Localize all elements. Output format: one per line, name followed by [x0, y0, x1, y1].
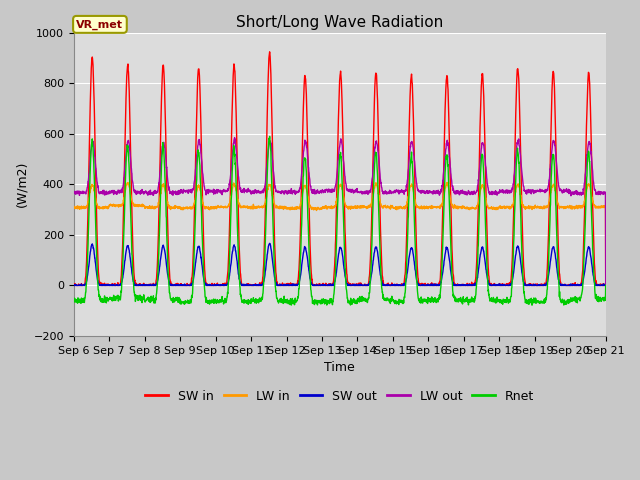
LW in: [355, 204, 363, 210]
SW out: [70, 283, 78, 288]
SW out: [218, 282, 226, 288]
LW in: [602, 283, 609, 288]
LW out: [367, 187, 374, 192]
LW out: [355, 189, 363, 195]
Line: LW in: LW in: [74, 182, 605, 286]
Y-axis label: (W/m2): (W/m2): [15, 161, 28, 207]
SW in: [70, 282, 77, 288]
SW out: [355, 281, 363, 287]
Rnet: [218, 294, 226, 300]
Rnet: [570, 296, 578, 301]
Rnet: [528, 302, 536, 308]
LW out: [218, 192, 226, 198]
Rnet: [266, 133, 273, 139]
Legend: SW in, LW in, SW out, LW out, Rnet: SW in, LW in, SW out, LW out, Rnet: [141, 385, 539, 408]
Rnet: [367, 273, 374, 278]
SW out: [367, 275, 375, 280]
SW in: [218, 281, 226, 287]
SW in: [602, 282, 609, 288]
Text: VR_met: VR_met: [76, 19, 124, 30]
LW out: [231, 135, 239, 141]
LW in: [555, 203, 563, 209]
Title: Short/Long Wave Radiation: Short/Long Wave Radiation: [236, 15, 444, 30]
Rnet: [70, 298, 77, 303]
LW in: [70, 204, 77, 210]
SW in: [355, 283, 363, 288]
LW out: [495, 189, 502, 195]
Line: Rnet: Rnet: [74, 136, 605, 305]
SW out: [556, 280, 563, 286]
LW out: [70, 190, 77, 195]
Rnet: [602, 282, 609, 288]
LW out: [570, 189, 577, 195]
Rnet: [556, 285, 563, 291]
Line: SW out: SW out: [74, 243, 605, 286]
LW out: [602, 283, 609, 288]
SW in: [367, 243, 375, 249]
SW in: [495, 283, 502, 288]
SW out: [570, 282, 578, 288]
LW in: [367, 202, 374, 207]
Rnet: [495, 298, 502, 304]
Line: SW in: SW in: [74, 52, 605, 286]
X-axis label: Time: Time: [324, 361, 355, 374]
LW in: [495, 204, 502, 210]
Rnet: [355, 297, 363, 303]
SW out: [602, 282, 609, 288]
LW in: [443, 180, 451, 185]
LW in: [570, 204, 577, 210]
LW out: [555, 184, 563, 190]
SW out: [495, 281, 502, 287]
SW in: [556, 263, 563, 269]
SW out: [266, 240, 273, 246]
SW out: [70, 282, 77, 288]
LW in: [218, 204, 226, 209]
SW in: [266, 49, 273, 55]
Line: LW out: LW out: [74, 138, 605, 286]
SW in: [570, 282, 578, 288]
SW in: [70, 283, 78, 288]
